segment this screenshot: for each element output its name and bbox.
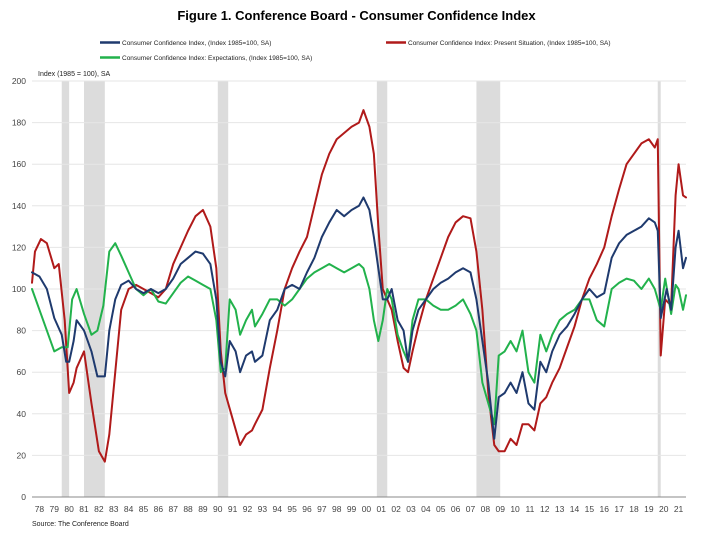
y-axis-label: Index (1985 = 100), SA [38,71,111,78]
x-tick-label-98: 98 [332,504,342,514]
source-note: Source: The Conference Board [32,521,129,528]
legend-label-present: Consumer Confidence Index: Present Situa… [408,40,611,47]
x-tick-label-00: 00 [362,504,372,514]
x-tick-label-05: 05 [436,504,446,514]
x-tick-label-14: 14 [570,504,580,514]
x-tick-label-13: 13 [555,504,565,514]
x-tick-label-18: 18 [629,504,639,514]
x-tick-label-89: 89 [198,504,208,514]
x-tick-label-82: 82 [94,504,104,514]
x-tick-label-16: 16 [600,504,610,514]
x-tick-label-84: 84 [124,504,134,514]
x-tick-label-08: 08 [481,504,491,514]
y-tick-label-0: 0 [21,492,26,502]
x-tick-label-94: 94 [273,504,283,514]
x-tick-label-78: 78 [35,504,45,514]
x-tick-label-19: 19 [644,504,654,514]
x-tick-label-79: 79 [50,504,60,514]
series-line-expectations [31,242,687,426]
legend-label-expectations: Consumer Confidence Index: Expectations,… [122,55,312,62]
x-tick-label-02: 02 [391,504,401,514]
gridlines [32,80,686,456]
x-tick-label-93: 93 [258,504,268,514]
x-tick-label-96: 96 [302,504,312,514]
x-tick-label-91: 91 [228,504,238,514]
x-tick-label-90: 90 [213,504,223,514]
series-line-present-situation [31,109,687,463]
x-tick-label-99: 99 [347,504,357,514]
x-tick-label-95: 95 [287,504,297,514]
x-tick-label-11: 11 [526,504,535,514]
y-tick-label-20: 20 [17,450,27,460]
x-tick-label-85: 85 [139,504,149,514]
x-tick-label-97: 97 [317,504,327,514]
x-tick-label-15: 15 [585,504,595,514]
x-tick-label-86: 86 [154,504,164,514]
y-tick-label-180: 180 [12,118,26,128]
y-tick-labels: 0 20 40 60 80 100 120 140 160 180 200 [12,76,26,502]
x-tick-labels: 78 79 80 81 82 83 84 85 86 87 88 89 90 91 92 93 94 95 96 97… [35,504,684,514]
legend: Consumer Confidence Index, (Index 1985=1… [100,40,611,62]
y-tick-label-140: 140 [12,201,26,211]
series-line-cci [31,196,687,440]
x-tick-label-21: 21 [674,504,684,514]
x-tick-label-06: 06 [451,504,461,514]
y-tick-label-60: 60 [17,367,27,377]
x-tick-label-12: 12 [540,504,550,514]
x-tick-label-81: 81 [79,504,89,514]
x-tick-label-88: 88 [183,504,193,514]
y-tick-label-200: 200 [12,76,26,86]
x-tick-label-09: 09 [495,504,505,514]
y-tick-label-80: 80 [17,326,27,336]
x-tick-label-80: 80 [64,504,74,514]
y-tick-label-100: 100 [12,284,26,294]
x-tick-label-03: 03 [406,504,416,514]
chart-title: Figure 1. Conference Board - Consumer Co… [177,8,536,23]
x-tick-label-83: 83 [109,504,119,514]
x-tick-label-17: 17 [614,504,624,514]
x-tick-label-87: 87 [168,504,178,514]
x-tick-label-20: 20 [659,504,669,514]
x-tick-label-92: 92 [243,504,253,514]
legend-label-cci: Consumer Confidence Index, (Index 1985=1… [122,40,271,47]
x-tick-label-01: 01 [377,504,387,514]
x-tick-label-07: 07 [466,504,476,514]
x-tick-label-04: 04 [421,504,431,514]
series-lines [31,109,687,463]
x-tick-label-10: 10 [510,504,520,514]
y-tick-label-160: 160 [12,159,26,169]
y-tick-label-40: 40 [17,409,27,419]
y-tick-label-120: 120 [12,242,26,252]
